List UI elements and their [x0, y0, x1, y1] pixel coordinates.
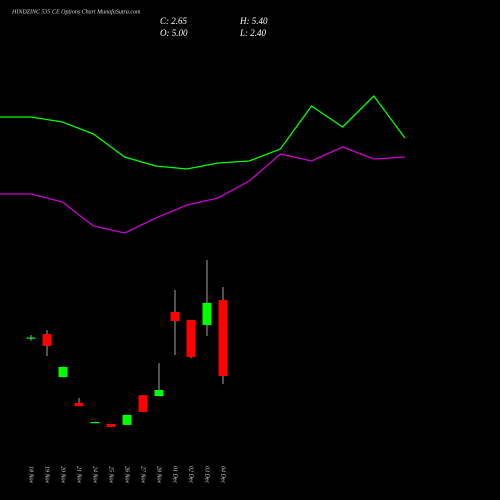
candle-body — [106, 423, 116, 427]
candle-body — [90, 422, 100, 424]
high-label: H: 5.40 — [239, 16, 268, 26]
close-label: C: 2.65 — [160, 16, 188, 26]
x-tick-label: 28 Nov — [156, 466, 162, 484]
candle-body — [154, 389, 164, 397]
chart-title: HINDZINC 535 CE Options Chart MunafaSutr… — [11, 8, 141, 15]
candle-body — [58, 366, 68, 378]
x-tick-label: 25 Nov — [108, 466, 114, 484]
x-tick-label: 19 Nov — [44, 466, 50, 484]
candle-body — [202, 302, 212, 325]
candle-body — [186, 320, 196, 357]
indicator-line — [0, 146, 405, 234]
candle-body — [26, 337, 36, 339]
x-tick-label: 21 Nov — [76, 466, 82, 484]
low-label: L: 2.40 — [239, 28, 267, 38]
indicator-line — [0, 95, 406, 170]
x-tick-label: 26 Nov — [124, 466, 130, 484]
candle-body — [74, 402, 84, 407]
candle-body — [122, 414, 132, 425]
x-tick-label: 04 Dec — [220, 466, 227, 483]
candle-body — [42, 333, 52, 346]
x-tick-label: 27 Nov — [140, 466, 146, 484]
candle-body — [138, 395, 148, 412]
open-label: O: 5.00 — [160, 28, 188, 38]
x-tick-label: 24 Nov — [92, 466, 99, 484]
x-tick-label: 01 Dec — [172, 466, 178, 483]
x-tick-label: 18 Nov — [28, 466, 34, 484]
candle-body — [170, 311, 180, 322]
x-tick-label: 02 Dec — [188, 466, 194, 483]
x-tick-label: 03 Dec — [204, 466, 210, 483]
x-tick-label: 20 Nov — [60, 466, 66, 484]
candle-body — [218, 300, 228, 377]
